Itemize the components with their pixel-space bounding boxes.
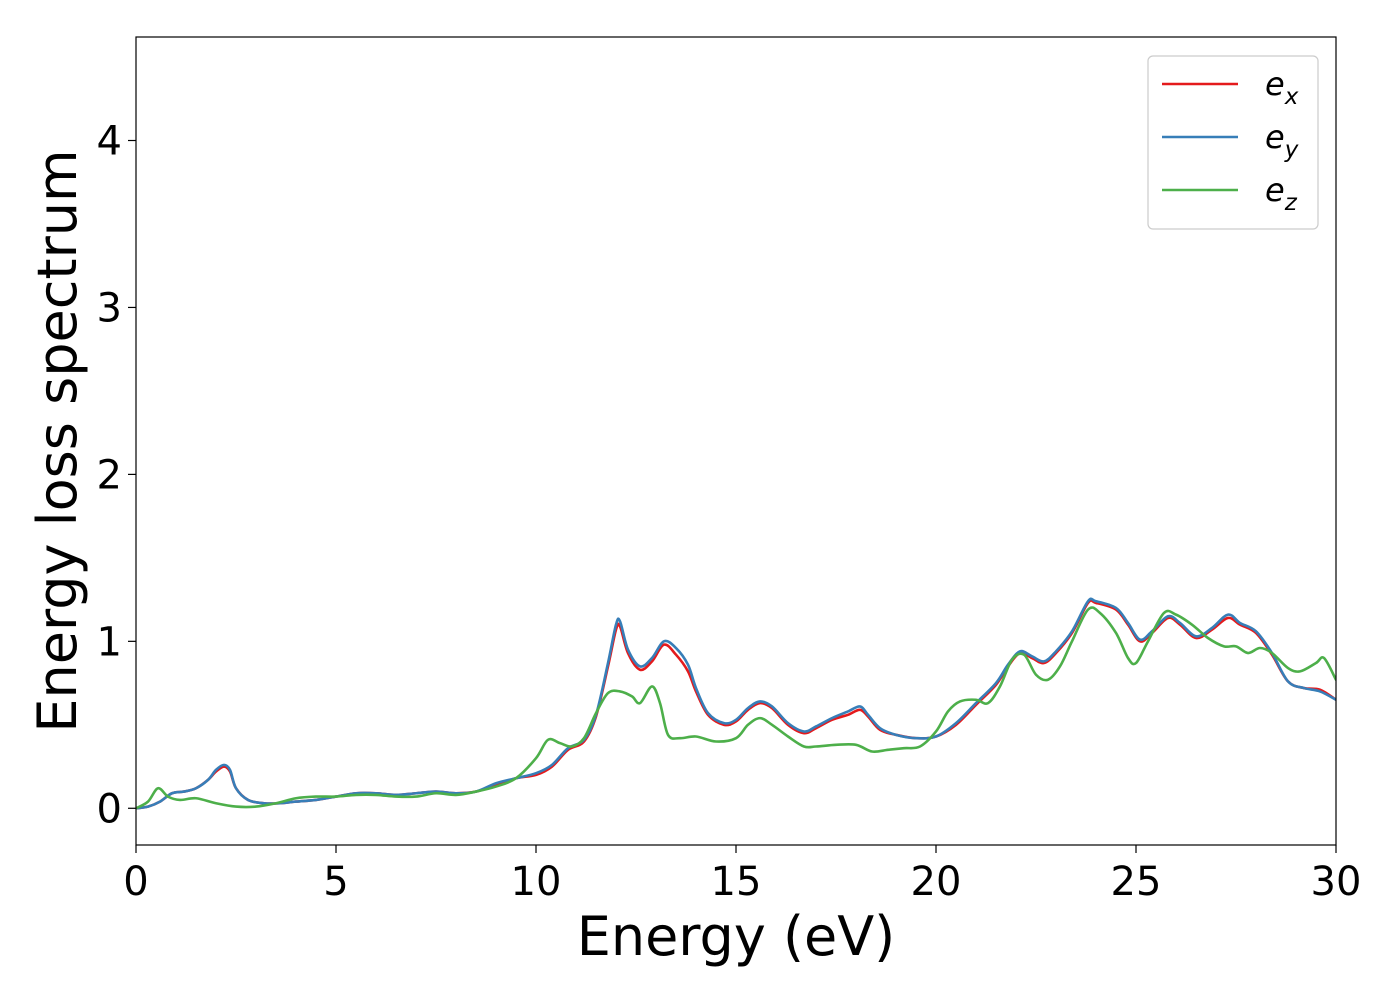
legend-label-z: ez xyxy=(1265,171,1298,216)
x-tick-label: 20 xyxy=(911,859,962,905)
x-tick-label: 15 xyxy=(711,859,762,905)
x-axis: 0 5 10 15 20 25 30 xyxy=(123,845,1361,905)
y-tick-label: 0 xyxy=(97,786,122,832)
y-tick-label: 1 xyxy=(97,619,122,665)
x-tick-label: 0 xyxy=(123,859,148,905)
legend-label-y: ey xyxy=(1265,118,1299,163)
legend-box xyxy=(1147,55,1319,230)
y-axis-title: Energy loss spectrum xyxy=(26,149,89,732)
y-tick-label: 2 xyxy=(97,452,122,498)
legend-label-x: ex xyxy=(1265,65,1299,110)
x-tick-label: 10 xyxy=(511,859,562,905)
series-line-y xyxy=(136,597,1336,810)
x-tick-label: 5 xyxy=(323,859,348,905)
x-axis-title: Energy (eV) xyxy=(577,905,896,968)
series-layer xyxy=(136,597,1336,810)
y-tick-label: 4 xyxy=(97,119,122,165)
series-line-z xyxy=(136,606,1336,810)
y-tick-label: 3 xyxy=(97,285,122,331)
legend: ex ey ez xyxy=(1147,55,1319,230)
x-tick-label: 30 xyxy=(1311,859,1362,905)
y-axis: 0 1 2 3 4 xyxy=(97,119,136,832)
x-tick-label: 25 xyxy=(1111,859,1162,905)
